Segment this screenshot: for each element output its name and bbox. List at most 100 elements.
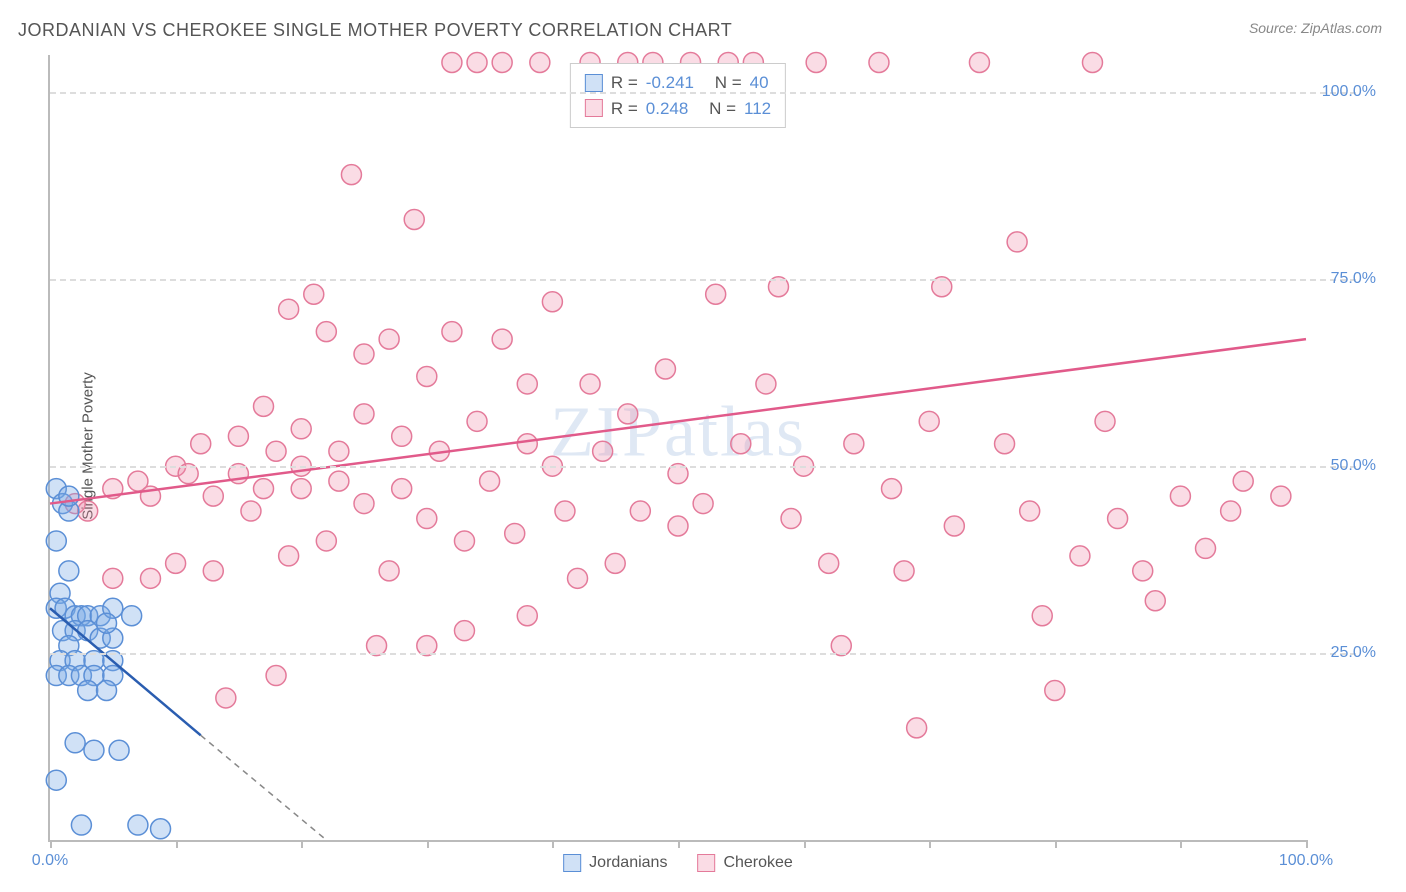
data-point <box>693 494 713 514</box>
y-tick-label: 50.0% <box>1331 457 1376 475</box>
data-point <box>78 680 98 700</box>
legend-item-jordanian: Jordanians <box>563 854 667 872</box>
data-point <box>354 344 374 364</box>
swatch-jordanian-icon <box>563 854 581 872</box>
data-point <box>467 52 487 72</box>
data-point <box>806 52 826 72</box>
data-point <box>266 441 286 461</box>
data-point <box>706 284 726 304</box>
data-point <box>291 419 311 439</box>
data-point <box>417 509 437 529</box>
data-point <box>907 718 927 738</box>
data-point <box>756 374 776 394</box>
data-point <box>254 396 274 416</box>
data-point <box>555 501 575 521</box>
n-label: N = <box>709 96 736 122</box>
data-point <box>228 426 248 446</box>
data-point <box>1196 538 1216 558</box>
data-point <box>122 606 142 626</box>
data-point <box>266 666 286 686</box>
data-point <box>291 479 311 499</box>
data-point <box>1170 486 1190 506</box>
data-point <box>191 434 211 454</box>
data-point <box>442 322 462 342</box>
x-tick-mark <box>929 840 931 848</box>
data-point <box>869 52 889 72</box>
x-tick-mark <box>1055 840 1057 848</box>
data-point <box>542 292 562 312</box>
gridline <box>50 92 1356 94</box>
data-point <box>1045 680 1065 700</box>
y-tick-label: 25.0% <box>1331 644 1376 662</box>
x-tick-mark <box>1180 840 1182 848</box>
data-point <box>1221 501 1241 521</box>
data-point <box>279 299 299 319</box>
data-point <box>517 434 537 454</box>
source-label: Source: ZipAtlas.com <box>1249 20 1382 36</box>
series-legend: Jordanians Cherokee <box>563 854 793 872</box>
data-point <box>568 568 588 588</box>
legend-label: Cherokee <box>723 854 792 872</box>
data-point <box>492 329 512 349</box>
x-tick-mark <box>301 840 303 848</box>
x-tick-mark <box>1306 840 1308 848</box>
data-point <box>819 553 839 573</box>
data-point <box>1032 606 1052 626</box>
data-point <box>379 561 399 581</box>
data-point <box>1145 591 1165 611</box>
data-point <box>109 740 129 760</box>
x-tick-mark <box>176 840 178 848</box>
data-point <box>781 509 801 529</box>
gridline <box>50 653 1356 655</box>
stats-row-cherokee: R = 0.248 N = 112 <box>585 96 771 122</box>
data-point <box>1095 411 1115 431</box>
data-point <box>1082 52 1102 72</box>
x-tick-mark <box>804 840 806 848</box>
data-point <box>417 366 437 386</box>
data-point <box>517 374 537 394</box>
data-point <box>329 441 349 461</box>
data-point <box>454 621 474 641</box>
n-value-cherokee: 112 <box>744 96 771 122</box>
data-point <box>316 531 336 551</box>
gridline <box>50 466 1356 468</box>
data-point <box>1133 561 1153 581</box>
data-point <box>530 52 550 72</box>
data-point <box>505 523 525 543</box>
data-point <box>1070 546 1090 566</box>
data-point <box>995 434 1015 454</box>
data-point <box>71 815 91 835</box>
data-point <box>84 740 104 760</box>
data-point <box>78 501 98 521</box>
data-point <box>1271 486 1291 506</box>
legend-item-cherokee: Cherokee <box>697 854 792 872</box>
data-point <box>618 404 638 424</box>
data-point <box>605 553 625 573</box>
data-point <box>329 471 349 491</box>
data-point <box>392 479 412 499</box>
swatch-cherokee-icon <box>585 99 603 117</box>
data-point <box>203 486 223 506</box>
data-point <box>341 165 361 185</box>
data-point <box>103 568 123 588</box>
chart-title: JORDANIAN VS CHEROKEE SINGLE MOTHER POVE… <box>18 20 732 41</box>
data-point <box>731 434 751 454</box>
chart-container: JORDANIAN VS CHEROKEE SINGLE MOTHER POVE… <box>0 0 1406 892</box>
data-point <box>46 770 66 790</box>
x-tick-mark <box>427 840 429 848</box>
data-point <box>203 561 223 581</box>
swatch-cherokee-icon <box>697 854 715 872</box>
x-tick-mark <box>552 840 554 848</box>
data-point <box>404 209 424 229</box>
data-point <box>882 479 902 499</box>
data-point <box>304 284 324 304</box>
data-point <box>944 516 964 536</box>
data-point <box>1007 232 1027 252</box>
trend-line-extension <box>201 735 327 840</box>
data-point <box>354 404 374 424</box>
data-point <box>65 733 85 753</box>
data-point <box>151 819 171 839</box>
swatch-jordanian-icon <box>585 74 603 92</box>
x-tick-mark <box>678 840 680 848</box>
data-point <box>655 359 675 379</box>
